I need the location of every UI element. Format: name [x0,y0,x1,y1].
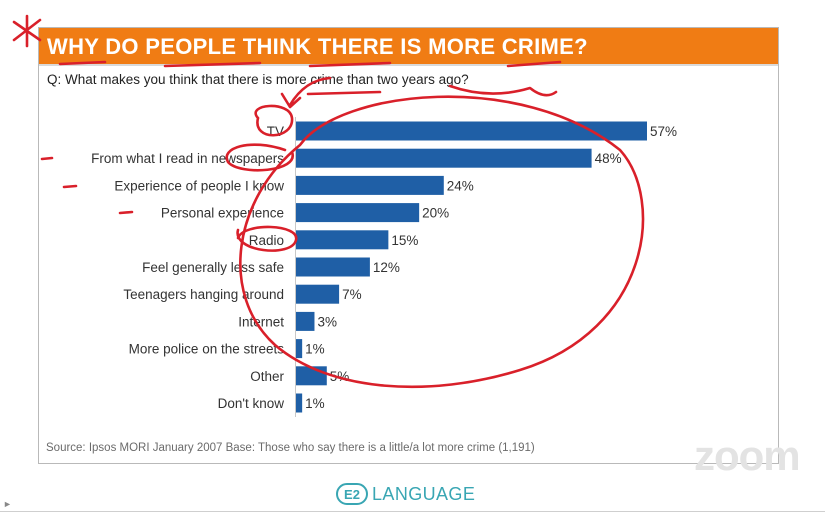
category-label: Internet [238,314,284,329]
bar [296,339,303,359]
data-label: 57% [650,124,677,139]
data-label: 15% [391,233,418,248]
category-label: Radio [249,233,284,248]
category-label: TV [267,124,284,139]
category-label: From what I read in newspapers [91,151,284,166]
play-arrow-icon: ► [3,499,12,509]
bar [296,393,303,413]
data-label: 1% [305,396,325,411]
data-label: 1% [305,342,325,357]
bar [296,230,389,250]
data-label: 24% [447,178,474,193]
asterisk-mark [12,14,42,48]
chart-title: WHY DO PEOPLE THINK THERE IS MORE CRIME? [47,34,588,59]
bar [296,257,370,277]
e2-logo-icon: E2 [336,483,368,505]
bar [296,175,444,195]
brand-logo: E2 LANGUAGE [336,483,475,505]
data-label: 12% [373,260,400,275]
category-label: Don't know [218,396,285,411]
brand-name: LANGUAGE [372,483,476,504]
zoom-watermark: zoom [694,432,801,479]
data-label: 5% [330,369,350,384]
bar [296,203,420,223]
source-note: Source: Ipsos MORI January 2007 Base: Th… [46,442,535,454]
bottom-divider [0,511,825,512]
category-label: More police on the streets [129,342,285,357]
survey-question: Q: What makes you think that there is mo… [47,72,469,87]
data-label: 20% [422,206,449,221]
chart-slide: WHY DO PEOPLE THINK THERE IS MORE CRIME?… [38,27,779,464]
category-label: Feel generally less safe [142,260,284,275]
category-label: Teenagers hanging around [123,287,284,302]
category-label: Other [250,369,284,384]
bar [296,366,327,386]
data-label: 48% [595,151,622,166]
category-label: Personal experience [161,206,284,221]
bar [296,311,315,331]
bar-chart: TV 57% From what I read in newspapers 48% Ex… [91,117,677,417]
title-bar: WHY DO PEOPLE THINK THERE IS MORE CRIME? [39,28,778,66]
bar [296,284,340,304]
data-label: 3% [317,314,337,329]
bar [296,121,647,141]
category-label: Experience of people I know [114,178,284,193]
bar [296,148,592,168]
data-label: 7% [342,287,362,302]
